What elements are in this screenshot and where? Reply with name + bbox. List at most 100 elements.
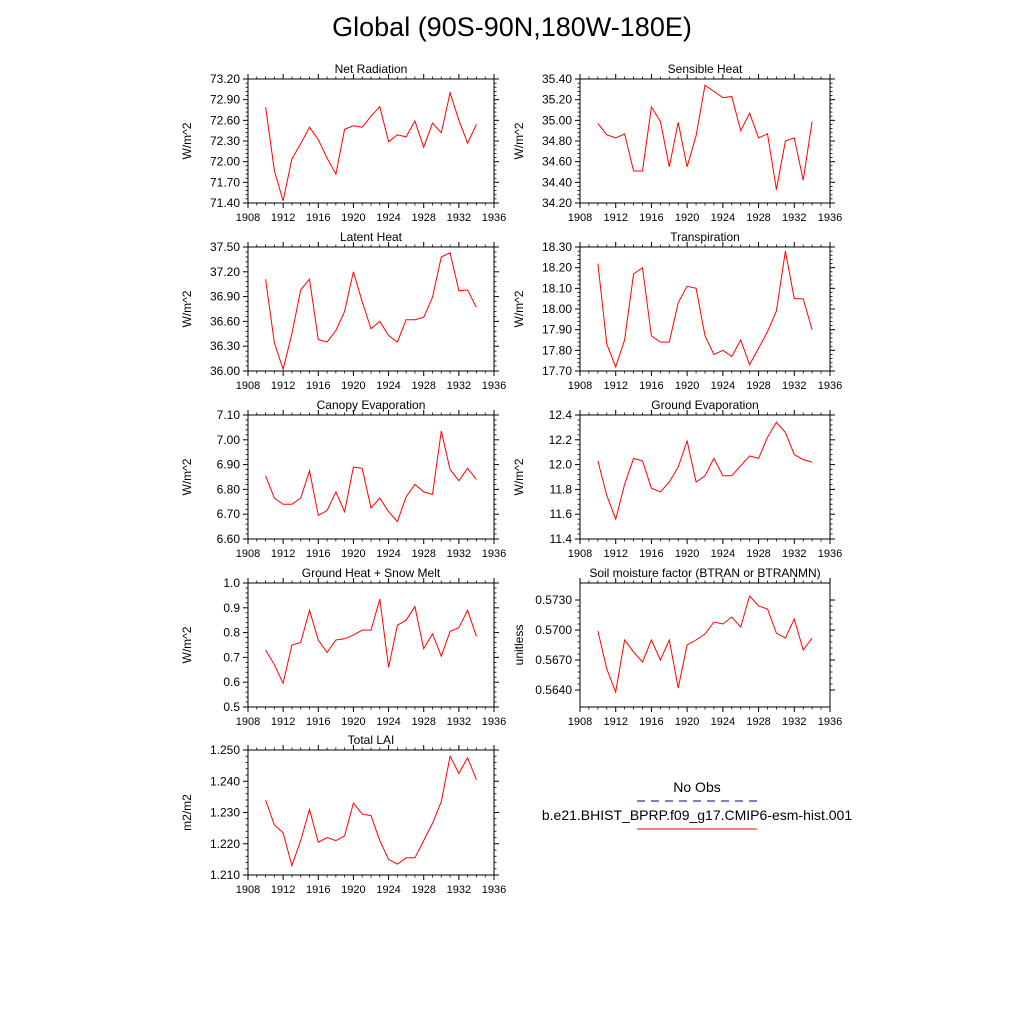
panel-1-xtick-label: 1920 [341,212,365,224]
panel-9-xtick-label: 1936 [482,884,506,896]
panel-1-xtick-label: 1908 [236,212,260,224]
panel-8-ytick-label: 0.5700 [535,623,572,637]
panel-9-xtick-label: 1912 [271,884,295,896]
panel-9-ytick-label: 1.250 [210,743,240,757]
panel-2-ytick-label: 34.40 [542,175,572,189]
panel-3-frame [247,246,495,372]
panel-4-xtick-label: 1924 [711,380,735,392]
panel-7-xtick-label: 1908 [236,716,260,728]
panel-8-title: Soil moisture factor (BTRAN or BTRANMN) [589,566,820,580]
panel-9-ytick-label: 1.220 [210,837,240,851]
panel-2-ylabel: W/m^2 [512,122,526,159]
panel-1-xtick-label: 1932 [447,212,471,224]
panel-7-ylabel: W/m^2 [180,626,194,663]
panel-3-ytick-label: 36.30 [210,339,240,353]
panel-2-xtick-label: 1916 [639,212,663,224]
panel-2-ytick-label: 35.40 [542,72,572,86]
panel-2-ytick-label: 35.00 [542,113,572,127]
panel-3-xtick-label: 1936 [482,380,506,392]
panel-6-xtick-label: 1924 [711,548,735,560]
panel-7-ytick-label: 0.9 [223,601,240,615]
panel-7-title: Ground Heat + Snow Melt [302,566,441,580]
panel-6-xtick-label: 1932 [782,548,806,560]
panel-1-frame [247,78,495,204]
panel-7-xtick-label: 1920 [341,716,365,728]
panel-2-xtick-label: 1928 [746,212,770,224]
main-title: Global (90S-90N,180W-180E) [332,12,692,42]
panel-4-ytick-label: 18.20 [542,261,572,275]
panel-7-xtick-label: 1912 [271,716,295,728]
panel-4-series-line [597,251,813,369]
panel-3-ytick-label: 36.90 [210,290,240,304]
panel-8-frame [579,582,831,708]
panel-6-xtick-label: 1928 [746,548,770,560]
panel-9-xtick-label: 1908 [236,884,260,896]
panel-6-xtick-label: 1908 [568,548,592,560]
panel-1-xtick-label: 1928 [411,212,435,224]
panel-5-title: Canopy Evaporation [317,398,426,412]
panel-2-title: Sensible Heat [668,62,743,76]
panel-9-xtick-label: 1928 [411,884,435,896]
panel-8-xtick-label: 1912 [603,716,627,728]
panel-9-xtick-label: 1916 [306,884,330,896]
panel-1-xtick-label: 1912 [271,212,295,224]
panel-6-title: Ground Evaporation [651,398,758,412]
panel-2-xtick-label: 1932 [782,212,806,224]
panel-7-ytick-label: 0.8 [223,626,240,640]
panel-8-xtick-label: 1932 [782,716,806,728]
panel-3-title: Latent Heat [340,230,403,244]
panel-8-ylabel: unitless [512,625,526,666]
panel-8-xtick-label: 1916 [639,716,663,728]
panel-6-xtick-label: 1916 [639,548,663,560]
panel-5-xtick-label: 1916 [306,548,330,560]
panel-9-xtick-label: 1924 [376,884,400,896]
panel-4-title: Transpiration [670,230,740,244]
legend-label-model: b.e21.BHIST_BPRP.f09_g17.CMIP6-esm-hist.… [542,807,852,823]
panel-1-ytick-label: 71.40 [210,196,240,210]
panel-5-ytick-label: 6.80 [217,482,241,496]
panel-5-xtick-label: 1912 [271,548,295,560]
panel-2-ytick-label: 34.80 [542,134,572,148]
panel-6-ylabel: W/m^2 [512,458,526,495]
panel-8-xtick-label: 1924 [711,716,735,728]
panel-3-ytick-label: 36.00 [210,364,240,378]
panel-7-frame [247,582,495,708]
panel-1-title: Net Radiation [335,62,408,76]
panel-5-xtick-label: 1932 [447,548,471,560]
panel-3-xtick-label: 1932 [447,380,471,392]
panel-6-xtick-label: 1936 [818,548,842,560]
panel-8-xtick-label: 1908 [568,716,592,728]
panel-9-xtick-label: 1920 [341,884,365,896]
panel-3-xtick-label: 1924 [376,380,400,392]
panel-3-xtick-label: 1920 [341,380,365,392]
panel-9-ylabel: m2/m2 [180,794,194,831]
panel-9-series-line [265,754,477,868]
panel-2-ytick-label: 34.60 [542,155,572,169]
panel-1-series-line [265,90,477,202]
panel-5-frame [247,414,495,540]
panel-3-ytick-label: 36.60 [210,314,240,328]
panel-9-title: Total LAI [348,733,395,747]
panel-8-ytick-label: 0.5730 [535,593,572,607]
panel-4-xtick-label: 1920 [675,380,699,392]
panel-5-ytick-label: 7.10 [217,408,241,422]
panel-2-xtick-label: 1912 [603,212,627,224]
panel-1-ytick-label: 72.30 [210,134,240,148]
panel-7-ytick-label: 0.7 [223,650,240,664]
panel-3-xtick-label: 1908 [236,380,260,392]
panel-6-frame [579,414,831,540]
panel-1-ytick-label: 71.70 [210,175,240,189]
panel-4-ytick-label: 17.80 [542,343,572,357]
panel-4-frame [579,246,831,372]
panel-7-xtick-label: 1928 [411,716,435,728]
panel-2-xtick-label: 1924 [711,212,735,224]
panel-8-xtick-label: 1936 [818,716,842,728]
panel-4-xtick-label: 1916 [639,380,663,392]
panel-2-xtick-label: 1920 [675,212,699,224]
panel-5-ytick-label: 6.70 [217,507,241,521]
panel-3-xtick-label: 1916 [306,380,330,392]
panel-4-xtick-label: 1936 [818,380,842,392]
panel-3-ylabel: W/m^2 [180,290,194,327]
panel-3-ytick-label: 37.20 [210,265,240,279]
